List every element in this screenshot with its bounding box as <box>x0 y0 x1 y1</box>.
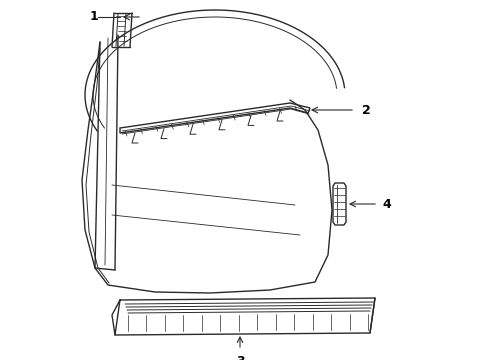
Text: 1: 1 <box>89 10 98 23</box>
Text: 2: 2 <box>362 104 371 117</box>
Text: 3: 3 <box>236 355 245 360</box>
Text: 4: 4 <box>382 198 391 211</box>
